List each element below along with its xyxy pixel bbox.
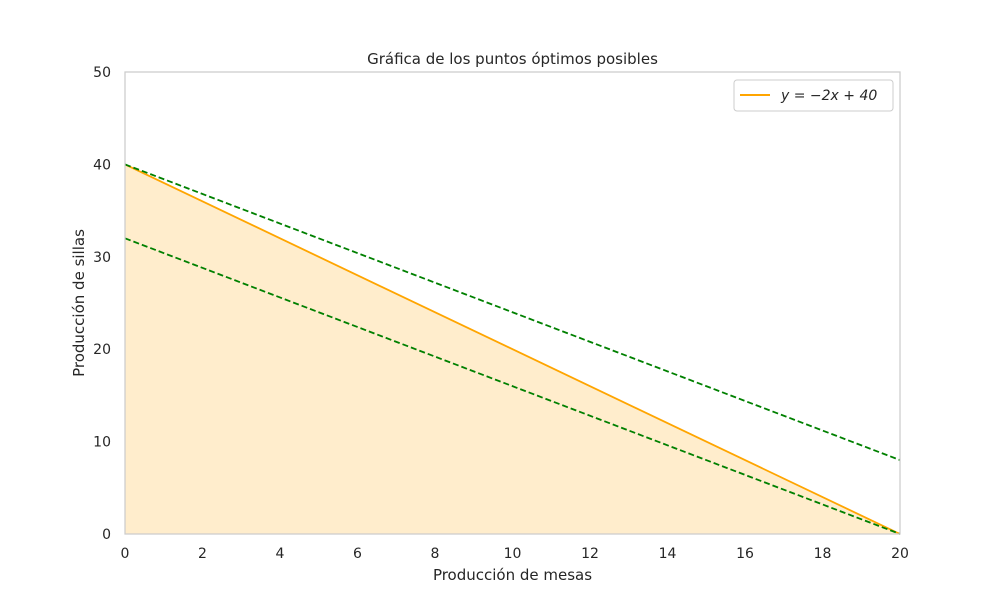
- series-1-line: [124, 163, 901, 461]
- y-tick-label: 10: [93, 435, 111, 451]
- y-tick-label: 30: [93, 250, 111, 266]
- y-tick-label: 0: [102, 527, 111, 543]
- x-tick-label: 6: [353, 546, 362, 562]
- plot-frame: [124, 71, 901, 535]
- y-tick-label: 20: [93, 342, 111, 358]
- x-tick-label: 10: [504, 546, 522, 562]
- x-tick-label: 2: [198, 546, 207, 562]
- x-tick-label: 20: [891, 546, 909, 562]
- legend-label: y = −2x + 40: [780, 88, 877, 104]
- x-tick-label: 0: [121, 546, 130, 562]
- series-layer: [124, 163, 901, 535]
- legend: y = −2x + 40: [733, 79, 894, 112]
- x-tick-label: 12: [581, 546, 599, 562]
- chart-title: Gráfica de los puntos óptimos posibles: [367, 50, 658, 68]
- series-2-line: [124, 237, 901, 535]
- x-tick-label: 18: [814, 546, 832, 562]
- y-axis-title: Producción de sillas: [70, 229, 88, 377]
- x-tick-label: 16: [736, 546, 754, 562]
- y-tick-labels: 0 10 20 30 40 50: [93, 65, 111, 543]
- x-tick-labels: 0 2 4 6 8 10 12 14 16 18 20: [121, 546, 909, 562]
- x-tick-label: 4: [276, 546, 285, 562]
- legend-box: [733, 79, 894, 112]
- x-tick-label: 14: [659, 546, 677, 562]
- series-0-line: [124, 163, 901, 535]
- y-tick-label: 50: [93, 65, 111, 81]
- y-tick-label: 40: [93, 157, 111, 173]
- x-axis-title: Producción de mesas: [433, 566, 592, 584]
- x-tick-label: 8: [431, 546, 440, 562]
